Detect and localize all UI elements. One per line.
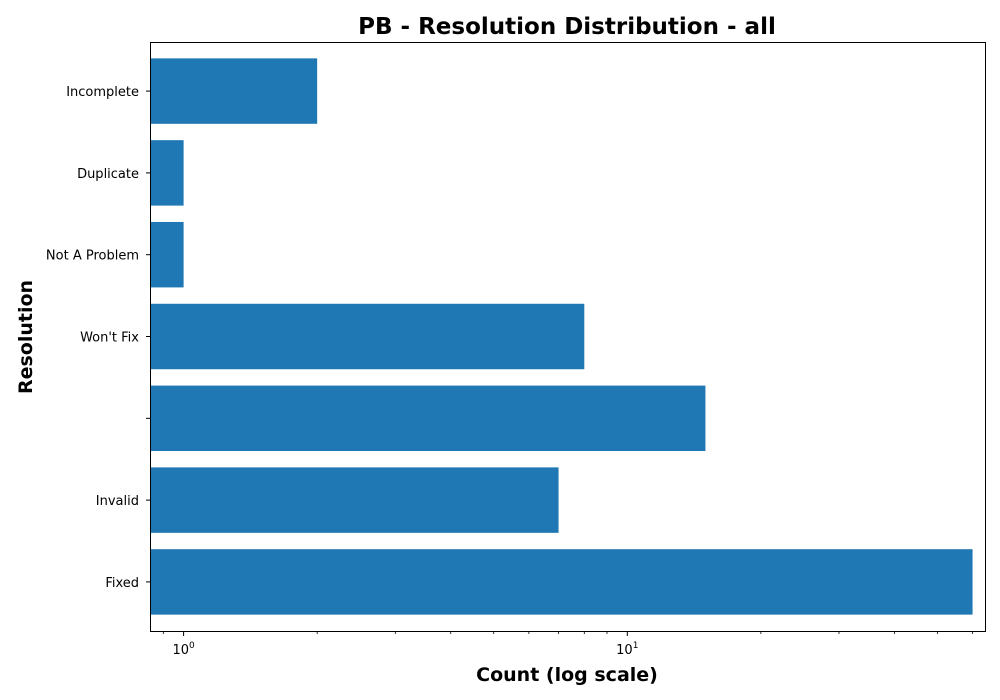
x-tick-label: 100 xyxy=(172,641,195,658)
bar-unlabeled xyxy=(150,385,706,452)
bar-invalid xyxy=(150,467,559,533)
y-axis-ticks: Fixed Invalid Won't Fix Not A Problem Duplic… xyxy=(46,85,150,591)
bar-duplicate xyxy=(150,140,184,206)
y-tick-label: Won't Fix xyxy=(80,331,139,346)
y-axis-label: Resolution xyxy=(15,280,37,394)
x-axis-ticks: 100 101 xyxy=(162,631,973,658)
bar-incomplete xyxy=(150,58,318,124)
x-axis-label: Count (log scale) xyxy=(476,664,658,686)
y-tick-label: Incomplete xyxy=(66,85,139,100)
y-tick-label: Duplicate xyxy=(77,167,139,182)
plot-frame xyxy=(150,42,986,632)
y-tick-label: Invalid xyxy=(96,494,139,509)
x-tick-label: 101 xyxy=(616,641,638,658)
chart-title: PB - Resolution Distribution - all xyxy=(358,14,776,40)
bars-group xyxy=(150,58,973,615)
bar-fixed xyxy=(150,549,973,615)
bar-not-a-problem xyxy=(150,221,184,288)
y-tick-label: Fixed xyxy=(105,576,139,591)
y-tick-label: Not A Problem xyxy=(46,249,139,264)
bar-won-t-fix xyxy=(150,303,585,370)
